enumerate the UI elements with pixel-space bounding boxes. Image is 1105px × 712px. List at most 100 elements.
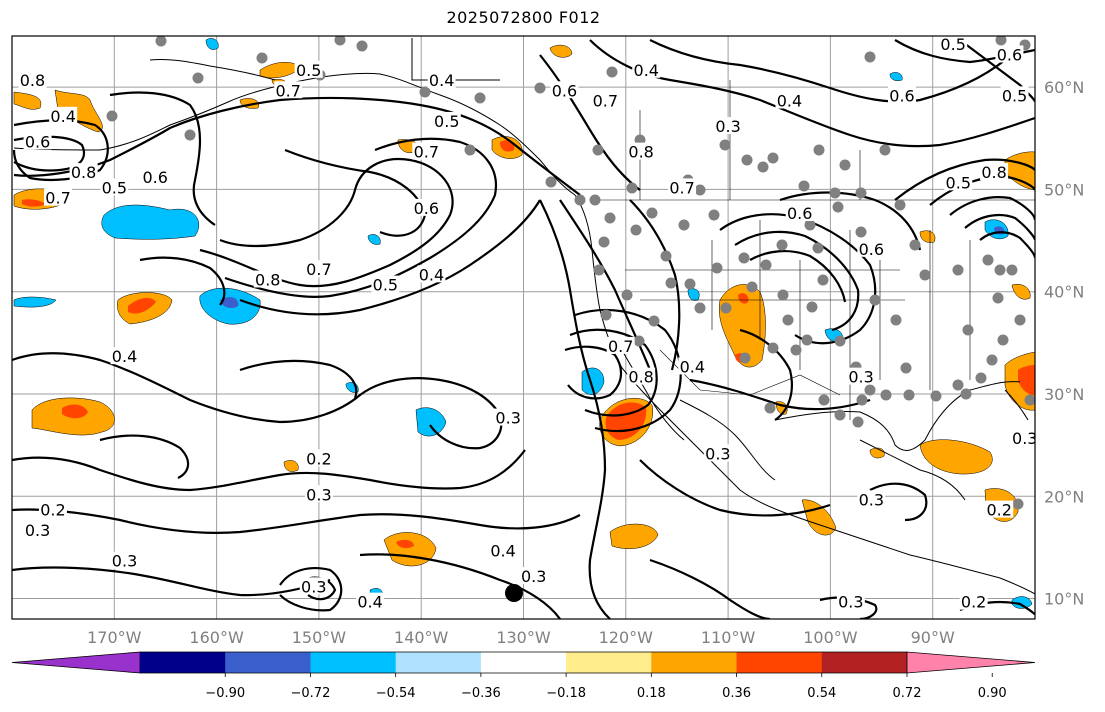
station-dot [760,259,772,271]
contour-label: 0.8 [255,270,280,289]
station-dot [534,82,546,94]
contour-label-bg [785,203,814,221]
contour-label: 0.3 [848,368,873,387]
contour-label-bg [23,132,52,150]
contour-label: 0.4 [634,61,659,80]
contour-label-bg [985,500,1014,518]
station-dot [708,209,720,221]
colorbar-segment [225,652,311,673]
station-dot [1024,394,1035,406]
storm-marker-dot [505,584,523,602]
colorbar-segment [310,652,397,673]
longitude-labels: 170°W 160°W 150°W 140°W 130°W 120°W 110°W 100°W… [87,628,955,647]
station-dot [545,176,557,188]
contour-label: 0.7 [608,337,633,356]
contour-label: 0.3 [25,521,50,540]
station-dot [738,252,750,264]
contour-label-bg [632,60,661,78]
contour-label-bg [44,188,73,206]
station-dot [909,239,921,251]
station-dot [192,72,204,84]
contour-label: 0.6 [552,81,577,100]
station-dot [767,152,779,164]
contour-label-bg [304,485,333,503]
contour-label: 0.4 [50,107,75,126]
station-dot [604,212,616,224]
station-dot [626,182,638,194]
station-dot [621,289,633,301]
station-dot [952,379,964,391]
lon-tick-label: 140°W [394,628,449,647]
contour-label: 0.2 [40,501,65,520]
colorbar-tick-label: 0.36 [722,686,751,701]
contour-label: 0.3 [705,444,730,463]
colorbar-tick-label: −0.72 [291,686,331,701]
station-dot [804,219,816,231]
contour-label: 0.3 [301,577,326,596]
lon-tick-label: 130°W [496,628,551,647]
station-dot [1012,498,1024,510]
contour-label: 0.3 [306,485,331,504]
station-dot [992,292,1004,304]
station-dot [711,262,723,274]
station-dot [606,66,618,78]
station-dot [806,301,818,313]
contour-label: 0.3 [838,593,863,612]
contour-label: 0.5 [102,178,127,197]
contour-label-bg [959,592,988,610]
lat-tick-label: 40°N [1044,283,1084,302]
contour-label-bg [18,71,47,89]
station-dot [818,394,830,406]
contour-label-bg [412,142,441,160]
station-dot [834,409,846,421]
station-dot [856,394,868,406]
lon-tick-label: 120°W [599,628,654,647]
lon-tick-label: 100°W [803,628,858,647]
station-dot [592,144,604,156]
lat-tick-label: 30°N [1044,385,1084,404]
station-dot [419,86,431,98]
contour-label-bg [100,178,129,196]
contour-label: 0.7 [593,91,618,110]
station-dot [852,416,864,428]
station-dot [356,40,368,52]
contour-label-bg [489,541,518,559]
station-dot [464,144,476,156]
station-dot [1006,264,1018,276]
station-dot [930,390,942,402]
contour-label: 0.8 [71,163,96,182]
contour-label-bg [356,592,385,610]
station-dot [829,187,841,199]
contour-label-bg [371,275,400,293]
contour-label-bg [775,91,804,109]
colorbar-segment [821,652,908,673]
contour-label-bg [494,408,523,426]
contour-label: 0.3 [859,490,884,509]
contour-label-bg [836,592,865,610]
contour-label-bg [888,86,917,104]
lon-tick-label: 110°W [701,628,756,647]
contour-label-bg [939,36,968,53]
contour-label-bg [274,81,303,99]
contour-label-bg [69,163,98,181]
station-dot [994,264,1006,276]
station-dot [719,139,731,151]
station-dot [630,224,642,236]
station-dot [764,402,776,414]
contour-label: 0.4 [429,71,454,90]
station-dot [997,334,1009,346]
station-dot [598,236,610,248]
contour-label: 0.7 [275,81,300,100]
station-dot [678,219,690,231]
station-dot [155,36,167,47]
station-dots [106,36,1035,510]
station-dot [694,184,706,196]
contour-label: 0.4 [112,347,137,366]
contour-label: 0.7 [306,260,331,279]
station-dot [864,384,876,396]
contour-label: 0.8 [981,163,1006,182]
station-dot [746,281,758,293]
station-dot [593,264,605,276]
station-dot [741,154,753,166]
